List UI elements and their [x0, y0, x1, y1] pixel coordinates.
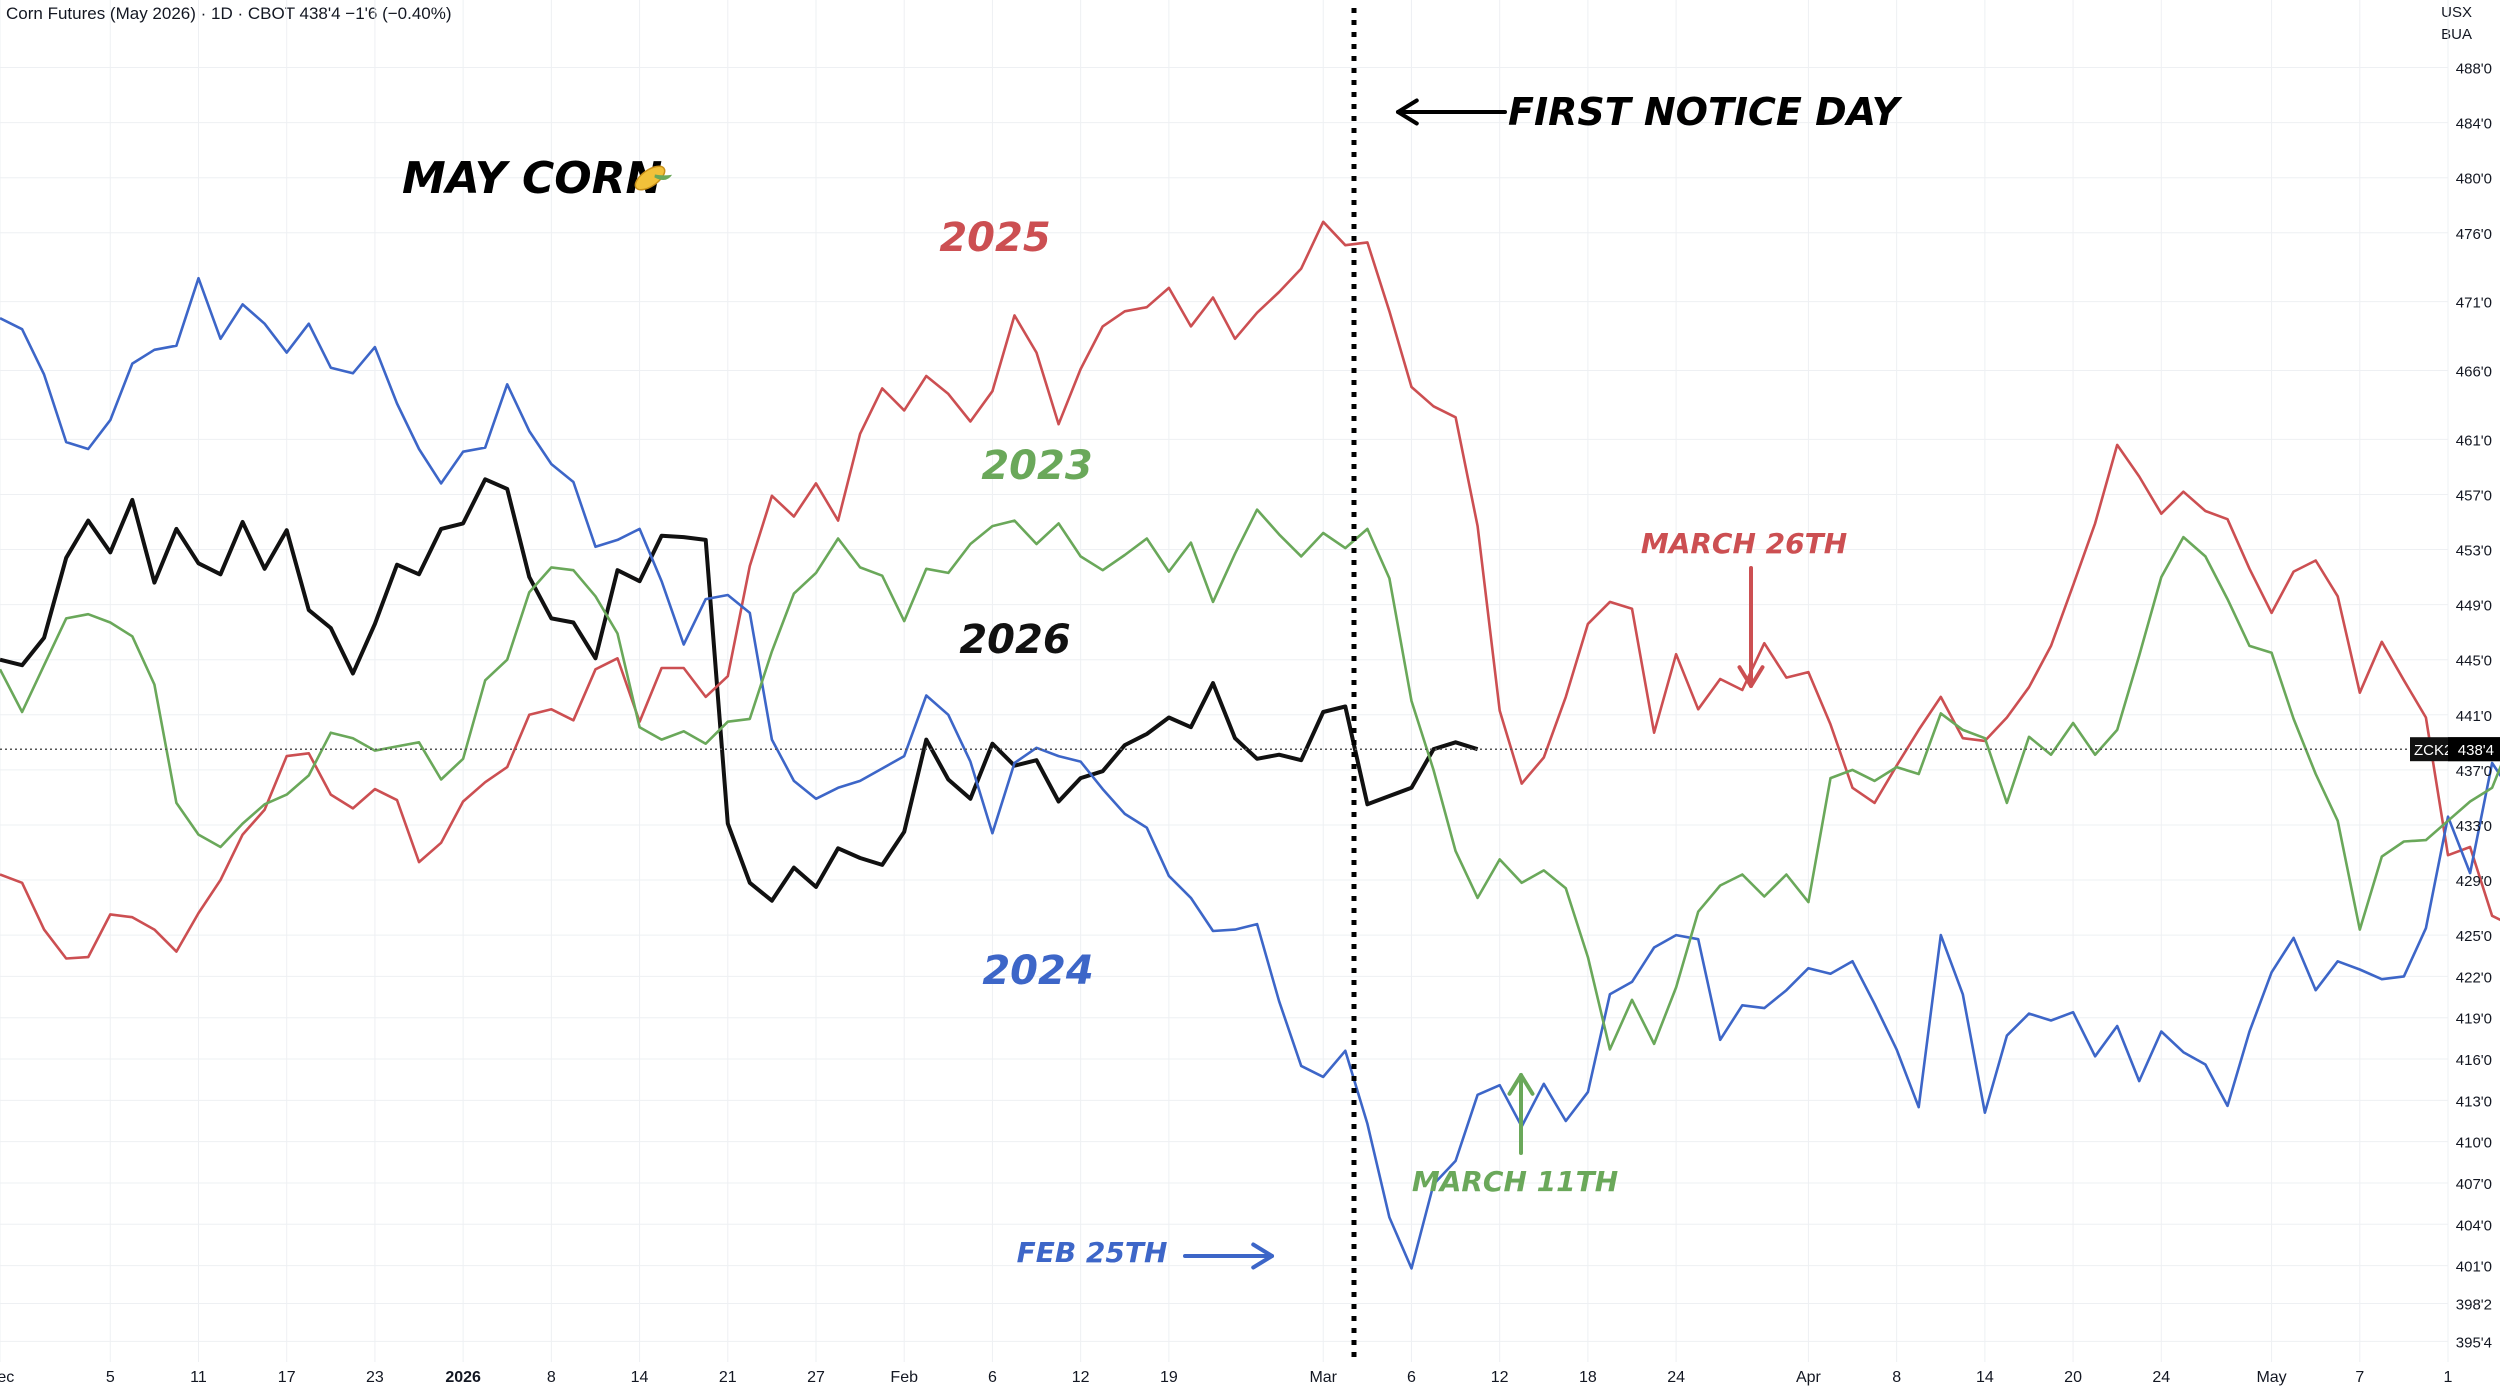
y-tick-label: 480'0 [2456, 171, 2492, 188]
march-26th-arrow [1737, 566, 1765, 688]
y-tick-label: 404'0 [2456, 1217, 2492, 1234]
unit-label-usx: USX [2441, 4, 2472, 21]
x-tick-label: Mar [1309, 1369, 1337, 1386]
feb-25th-arrow-head [1251, 1242, 1274, 1270]
y-tick-label: 445'0 [2456, 653, 2492, 670]
x-tick-label: 24 [1667, 1369, 1685, 1386]
y-tick-label: 466'0 [2456, 364, 2492, 381]
series-line-2026 [0, 477, 1479, 903]
series-line-2025 [0, 220, 2500, 960]
x-tick-label: 17 [278, 1369, 296, 1386]
y-tick-label: 471'0 [2456, 295, 2492, 312]
y-tick-label: 433'0 [2456, 818, 2492, 835]
annotation-layer: MAY CORN FIRST NOTICE DAY 2025 2023 2026 2024… [0, 8, 2410, 1362]
y-tick-label: 461'0 [2456, 432, 2492, 449]
x-tick-label: 12 [1072, 1369, 1090, 1386]
x-tick-label: Apr [1796, 1369, 1822, 1386]
corn-husk [654, 174, 673, 180]
chart-header: Corn Futures (May 2026) · 1D · CBOT 438'… [6, 4, 452, 23]
corn-cob [634, 165, 666, 191]
y-tick-label: 407'0 [2456, 1176, 2492, 1193]
y-tick-label: 457'0 [2456, 487, 2492, 504]
x-tick-label: 14 [1976, 1369, 1994, 1386]
series-line-2024 [0, 276, 2500, 1270]
x-tick-label: 19 [1160, 1369, 1178, 1386]
y-tick-label: 488'0 [2456, 61, 2492, 78]
x-tick-label: 21 [719, 1369, 737, 1386]
y-tick-label: 453'0 [2456, 543, 2492, 560]
x-tick-label: 18 [1579, 1369, 1597, 1386]
feb-25th-label: FEB 25TH [1017, 1236, 1168, 1269]
axes-layer: 488'0 484'0 480'0 476'0 471'0 466'0 461'0 457'0… [0, 61, 2500, 1386]
series-label-2023: 2023 [981, 443, 1092, 489]
x-tick-label: 24 [2152, 1369, 2170, 1386]
x-tick-label: 6 [988, 1369, 997, 1386]
x-tick-label: Feb [890, 1369, 918, 1386]
y-tick-label: 419'0 [2456, 1011, 2492, 1028]
series-line-2023 [0, 508, 2500, 1051]
march-11th-arrow-head [1507, 1073, 1535, 1096]
first-notice-day-arrow-head [1396, 98, 1419, 126]
x-tick-label: 5 [106, 1369, 115, 1386]
x-tick-label: 7 [2355, 1369, 2364, 1386]
y-tick-label: 425'0 [2456, 928, 2492, 945]
x-tick-label: 8 [1892, 1369, 1901, 1386]
series-label-2026: 2026 [959, 617, 1070, 663]
feb-25th-arrow [1183, 1242, 1274, 1270]
y-tick-label: 413'0 [2456, 1093, 2492, 1110]
first-notice-day-arrow [1396, 98, 1507, 126]
first-notice-day-label: FIRST NOTICE DAY [1508, 90, 1903, 134]
y-tick-label: 398'2 [2456, 1296, 2492, 1313]
y-tick-label: 401'0 [2456, 1259, 2492, 1276]
x-tick-label: 27 [807, 1369, 825, 1386]
march-26th-label: MARCH 26TH [1641, 527, 1847, 560]
unit-label-bua: BUA [2441, 26, 2472, 43]
chart-title: MAY CORN [402, 153, 662, 204]
y-tick-label: 484'0 [2456, 116, 2492, 133]
y-tick-label: 449'0 [2456, 598, 2492, 615]
march-11th-label: MARCH 11TH [1412, 1165, 1618, 1198]
y-tick-label: 437'0 [2456, 763, 2492, 780]
x-tick-label: 12 [1491, 1369, 1509, 1386]
x-tick-label: Dec [0, 1369, 14, 1386]
current-price-value-box [2448, 737, 2500, 762]
x-tick-label: 14 [631, 1369, 649, 1386]
y-tick-label: 429'0 [2456, 873, 2492, 890]
x-tick-label: 6 [1407, 1369, 1416, 1386]
x-tick-label: May [2256, 1369, 2286, 1386]
series-layer [0, 220, 2500, 1270]
series-label-2025: 2025 [939, 215, 1050, 261]
current-price-value: 438'4 [2458, 742, 2494, 759]
x-tick-label: 2026 [445, 1369, 481, 1386]
y-tick-label: 476'0 [2456, 226, 2492, 243]
x-tick-label: 1 [2444, 1369, 2453, 1386]
march-11th-arrow [1507, 1073, 1535, 1155]
y-tick-label: 395'4 [2456, 1334, 2492, 1351]
march-26th-arrow-head [1737, 665, 1765, 688]
x-tick-label: 8 [547, 1369, 556, 1386]
y-tick-label: 422'0 [2456, 969, 2492, 986]
series-label-2024: 2024 [982, 948, 1093, 994]
y-tick-label: 416'0 [2456, 1052, 2492, 1069]
x-tick-label: 20 [2064, 1369, 2082, 1386]
y-tick-label: 441'0 [2456, 708, 2492, 725]
corn-icon [634, 165, 673, 191]
x-tick-label: 11 [190, 1369, 207, 1386]
x-tick-label: 23 [366, 1369, 384, 1386]
gridlines [0, 0, 2449, 1362]
y-tick-label: 410'0 [2456, 1135, 2492, 1152]
